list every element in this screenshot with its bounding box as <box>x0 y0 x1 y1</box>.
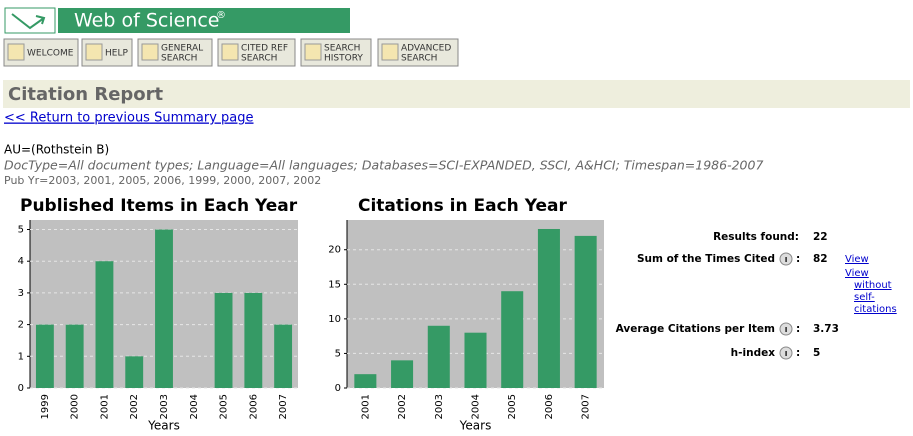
info-icon-i <box>785 327 787 332</box>
bar <box>537 228 560 388</box>
x-tick-label: 2003 <box>434 394 445 419</box>
button-icon <box>304 43 322 61</box>
button-label: SEARCH <box>241 54 277 64</box>
stat-label: h-index <box>731 347 776 359</box>
x-tick-label: 2005 <box>507 394 518 419</box>
header-title: Web of Science <box>74 10 219 32</box>
button-label: HELP <box>105 49 128 59</box>
x-tick-label: 2002 <box>397 394 408 419</box>
logo-box <box>4 7 56 34</box>
x-tick-label: 2001 <box>360 394 371 419</box>
y-tick-label: 3 <box>18 288 24 299</box>
stat-colon: : <box>796 253 800 265</box>
header-bar <box>58 8 350 33</box>
bar <box>125 356 144 388</box>
stat-label: Results found: <box>713 231 799 243</box>
nav-button[interactable]: WELCOME <box>3 38 79 67</box>
y-tick-label: 5 <box>335 348 341 359</box>
y-tick-label: 2 <box>18 320 24 331</box>
x-tick-label: 2003 <box>159 394 170 419</box>
stat-value: 82 <box>813 253 828 265</box>
button-icon <box>85 43 103 61</box>
button-icon <box>381 43 399 61</box>
x-tick-label: 2006 <box>544 394 555 419</box>
x-tick-label: 2004 <box>471 394 482 419</box>
filters: DocType=All document types; Language=All… <box>4 158 763 173</box>
button-icon <box>7 43 25 61</box>
x-axis-label: Years <box>147 419 180 433</box>
view-link[interactable]: self- <box>854 292 875 303</box>
report-title: Citation Report <box>8 84 164 105</box>
x-tick-label: 2001 <box>99 394 110 419</box>
y-tick-label: 10 <box>328 314 341 325</box>
back-link[interactable]: << Return to previous Summary page <box>4 111 254 126</box>
bar <box>155 229 173 388</box>
button-label: SEARCH <box>324 44 360 54</box>
bar <box>214 292 233 388</box>
x-tick-label: 2002 <box>129 394 140 419</box>
chart-title: Citations in Each Year <box>358 196 567 216</box>
stat-value: 5 <box>813 347 820 359</box>
query: AU=(Rothstein B) <box>4 143 109 157</box>
info-icon-i <box>785 351 787 356</box>
bar <box>35 324 54 388</box>
y-tick-label: 0 <box>335 383 341 394</box>
view-link[interactable]: View <box>845 268 869 279</box>
bar <box>65 324 84 388</box>
x-tick-label: 2000 <box>70 394 81 419</box>
x-tick-label: 2005 <box>219 394 230 419</box>
bar <box>274 324 293 388</box>
header-mark: ® <box>216 10 226 21</box>
button-label: ADVANCED <box>401 44 451 54</box>
button-label: HISTORY <box>324 54 363 64</box>
bar <box>244 292 263 388</box>
x-tick-label: 2006 <box>248 394 259 419</box>
stat-label: Sum of the Times Cited <box>637 253 775 265</box>
bar <box>427 325 450 388</box>
y-tick-label: 1 <box>18 351 24 362</box>
stat-value: 3.73 <box>813 323 839 335</box>
view-link[interactable]: citations <box>854 304 897 315</box>
view-link[interactable]: without <box>854 280 892 291</box>
button-icon <box>141 43 159 61</box>
bar <box>501 291 524 388</box>
report-band <box>3 80 910 108</box>
bar <box>574 235 597 388</box>
x-tick-label: 2007 <box>581 394 592 419</box>
y-tick-label: 5 <box>18 225 24 236</box>
x-axis-label: Years <box>459 419 492 433</box>
y-tick-label: 20 <box>328 245 341 256</box>
button-label: SEARCH <box>161 54 197 64</box>
bar <box>464 332 487 388</box>
stat-colon: : <box>796 347 800 359</box>
info-icon-i <box>785 257 787 262</box>
nav-button[interactable]: HELP <box>81 38 133 67</box>
y-tick-label: 15 <box>328 279 341 290</box>
stat-colon: : <box>796 323 800 335</box>
button-icon <box>221 43 239 61</box>
x-tick-label: 2007 <box>278 394 289 419</box>
logo-swoosh <box>11 13 46 30</box>
y-tick-label: 4 <box>18 256 24 267</box>
y-tick-label: 0 <box>18 383 24 394</box>
button-label: WELCOME <box>27 49 74 59</box>
button-label: SEARCH <box>401 54 437 64</box>
button-label: GENERAL <box>161 44 203 54</box>
bar <box>95 261 114 388</box>
stat-value: 22 <box>813 231 828 243</box>
pub-years: Pub Yr=2003, 2001, 2005, 2006, 1999, 200… <box>4 174 321 187</box>
x-tick-label: 2004 <box>189 394 200 419</box>
bar <box>391 360 414 388</box>
stat-label: Average Citations per Item <box>616 323 775 335</box>
button-label: CITED REF <box>241 44 288 54</box>
chart-title: Published Items in Each Year <box>20 196 298 216</box>
bar <box>354 374 377 388</box>
view-link[interactable]: View <box>845 254 869 265</box>
x-tick-label: 1999 <box>40 394 51 419</box>
